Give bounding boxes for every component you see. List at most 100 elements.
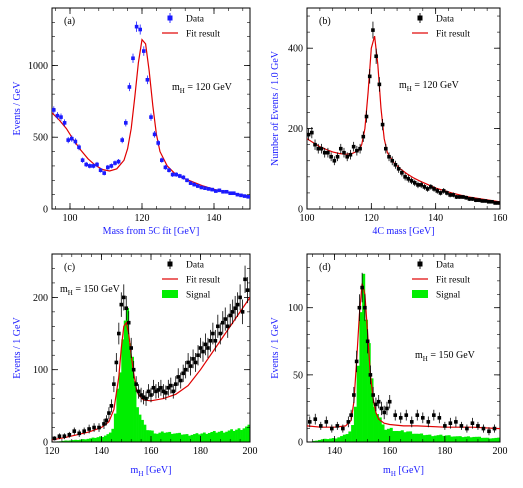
legend-signal-swatch: [162, 290, 178, 298]
data-point: [470, 197, 475, 201]
data-point: [232, 191, 236, 196]
data-point: [206, 187, 211, 191]
data-point: [62, 434, 67, 439]
data-point: [114, 360, 119, 365]
data-point: [330, 426, 334, 431]
data-point: [87, 427, 91, 431]
data-point: [364, 114, 369, 119]
data-point: [338, 146, 343, 151]
signal-bin: [153, 433, 157, 442]
data-point: [88, 164, 92, 168]
data-point: [181, 371, 185, 376]
data-point: [198, 346, 203, 350]
signal-bin: [337, 437, 341, 442]
data-point: [164, 391, 168, 395]
data-points: [307, 21, 500, 205]
data-point: [214, 189, 218, 193]
data-point: [416, 183, 420, 187]
y-tick-label: 0: [298, 205, 303, 216]
data-point: [448, 193, 452, 197]
signal-bin: [461, 437, 465, 442]
data-point: [352, 393, 356, 397]
panel-b: 100 120 140 160 0 200 400 (b) Data Fit result mH =…: [270, 7, 508, 237]
data-point: [192, 182, 196, 187]
x-axis-label: Mass from 5C fit [GeV]: [103, 226, 200, 237]
data-point: [70, 136, 74, 141]
data-point: [470, 421, 475, 425]
data-point: [351, 144, 356, 149]
signal-bin: [220, 430, 224, 442]
signal-bin: [173, 433, 177, 442]
data-point: [377, 82, 382, 87]
signal-bin: [185, 434, 189, 442]
data-point: [59, 115, 63, 119]
data-point: [102, 171, 106, 175]
signal-bin: [193, 434, 196, 442]
data-point: [183, 367, 188, 372]
data-point: [376, 399, 381, 404]
signal-bin: [190, 434, 194, 442]
data-point: [318, 424, 323, 428]
data-point: [185, 178, 189, 183]
y-axis-label: Events / GeV: [12, 81, 23, 136]
panel-a: 100 120 140 0 500 1000 (a) Data Fit result mH = 1…: [12, 7, 251, 237]
x-tick-label: 100: [300, 213, 315, 224]
data-point: [324, 420, 329, 424]
signal-bin: [431, 436, 435, 442]
legend-data-marker: [417, 261, 423, 267]
data-point: [141, 395, 146, 399]
data-point: [55, 113, 60, 118]
data-point: [246, 194, 250, 199]
signal-bin: [480, 437, 484, 442]
data-point: [465, 426, 469, 431]
data-point: [239, 193, 243, 198]
data-point: [136, 389, 141, 394]
signal-bin: [444, 435, 448, 442]
data-point: [159, 385, 163, 390]
signal-bin: [160, 431, 164, 442]
mass-annotation: mH = 120 GeV: [172, 82, 233, 95]
data-point: [307, 132, 311, 137]
data-point: [201, 349, 205, 354]
data-point: [127, 85, 132, 89]
signal-bin: [334, 438, 338, 442]
signal-bin: [364, 319, 368, 442]
panel-label: (c): [64, 262, 75, 273]
data-point: [355, 148, 359, 153]
x-axis-label: mH [GeV]: [383, 465, 424, 478]
data-point: [240, 310, 245, 314]
data-point: [371, 393, 375, 397]
data-point: [119, 302, 124, 307]
signal-bin: [155, 433, 159, 442]
signal-bin: [116, 388, 120, 442]
data-point: [329, 154, 333, 159]
signal-bin: [362, 273, 366, 442]
data-point: [441, 189, 446, 193]
data-point: [464, 195, 469, 200]
data-point: [454, 420, 458, 424]
data-point: [342, 150, 346, 155]
signal-bin: [64, 440, 68, 442]
signal-bin: [318, 439, 322, 442]
signal-bin: [230, 429, 233, 442]
data-point: [384, 146, 388, 151]
signal-bin: [370, 378, 374, 442]
panel-label: (b): [319, 16, 331, 27]
fit-curve: [52, 297, 250, 441]
legend-entry: Fit result: [436, 30, 470, 40]
data-point: [393, 413, 398, 417]
signal-bin: [215, 432, 219, 442]
legend-entry: Data: [186, 15, 205, 25]
data-point: [360, 285, 364, 290]
x-tick-label: 180: [193, 446, 208, 457]
data-point: [152, 132, 157, 137]
data-point: [223, 317, 228, 321]
data-point: [230, 310, 235, 314]
signal-histogram: [54, 308, 250, 442]
data-point: [67, 432, 72, 437]
data-point: [365, 339, 370, 344]
signal-bin: [455, 436, 459, 442]
signal-bin: [425, 434, 429, 442]
signal-bin: [488, 438, 493, 442]
data-point: [208, 338, 213, 343]
